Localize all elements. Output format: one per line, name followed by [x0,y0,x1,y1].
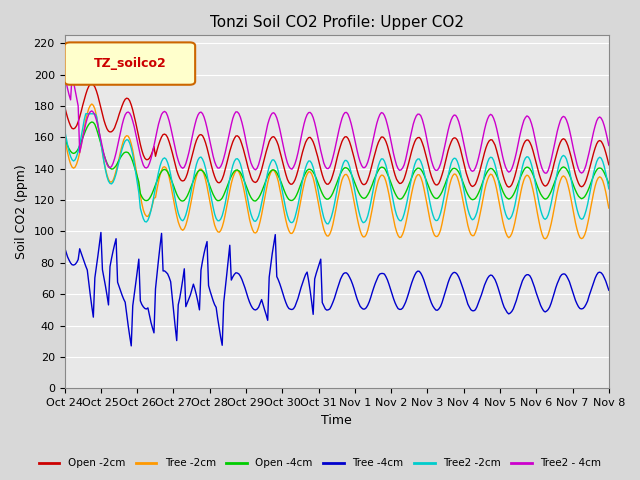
Text: TZ_soilco2: TZ_soilco2 [93,57,166,70]
X-axis label: Time: Time [321,414,352,427]
Y-axis label: Soil CO2 (ppm): Soil CO2 (ppm) [15,165,28,259]
Legend: Open -2cm, Tree -2cm, Open -4cm, Tree -4cm, Tree2 -2cm, Tree2 - 4cm: Open -2cm, Tree -2cm, Open -4cm, Tree -4… [35,454,605,472]
Title: Tonzi Soil CO2 Profile: Upper CO2: Tonzi Soil CO2 Profile: Upper CO2 [210,15,463,30]
FancyBboxPatch shape [65,42,195,85]
